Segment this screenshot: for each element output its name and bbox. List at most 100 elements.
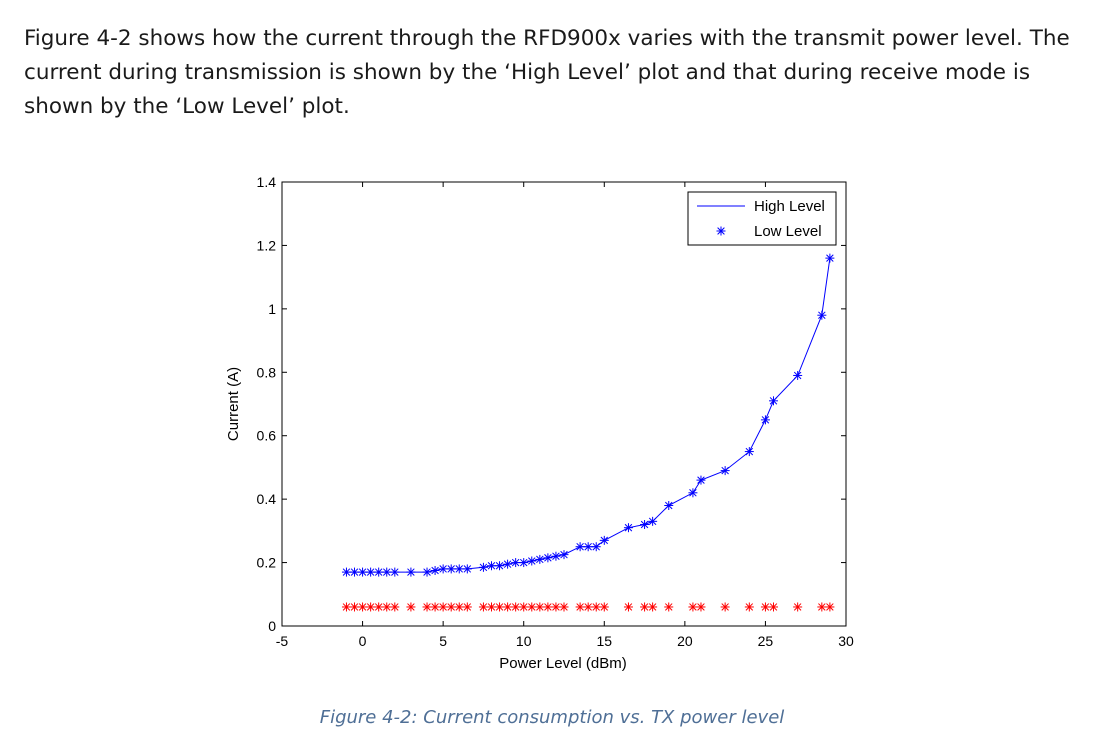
- high-level-point: [744, 447, 754, 457]
- low-level-point: [559, 602, 569, 612]
- low-level-point: [430, 602, 440, 612]
- x-tick-label: 15: [596, 633, 612, 649]
- high-level-point: [430, 566, 440, 575]
- high-level-point: [720, 466, 730, 476]
- low-level-point: [390, 602, 400, 612]
- low-level-point: [551, 602, 561, 612]
- high-level-point: [640, 520, 650, 530]
- low-level-point: [744, 602, 754, 612]
- low-level-point: [720, 602, 730, 612]
- low-level-point: [350, 602, 360, 612]
- low-level-point: [454, 602, 464, 612]
- high-level-point: [664, 500, 674, 510]
- low-level-point: [688, 602, 698, 612]
- high-level-point: [462, 564, 472, 574]
- low-level-point: [640, 602, 650, 612]
- high-level-point: [358, 567, 368, 577]
- x-tick-label: -5: [276, 633, 289, 649]
- legend-star-icon: [716, 226, 726, 236]
- high-level-point: [688, 488, 698, 498]
- high-level-point: [454, 564, 464, 574]
- legend-low-label: Low Level: [754, 223, 822, 240]
- high-level-point: [486, 561, 496, 571]
- high-level-point: [527, 556, 537, 566]
- high-level-point: [406, 567, 416, 577]
- figure-caption-wrap: Figure 4-2: Current consumption vs. TX p…: [0, 707, 1118, 728]
- y-tick-label: 1.2: [257, 237, 277, 253]
- low-level-point: [768, 602, 778, 612]
- high-level-point: [535, 554, 545, 564]
- x-tick-label: 10: [516, 633, 532, 649]
- high-level-point: [696, 475, 706, 485]
- low-level-point: [817, 602, 827, 612]
- legend-box: [687, 191, 837, 246]
- high-level-point: [599, 535, 609, 545]
- high-level-point: [793, 370, 803, 380]
- low-level-point: [422, 602, 432, 612]
- low-level-point: [446, 602, 456, 612]
- y-tick-label: 1: [268, 301, 276, 317]
- low-level-point: [793, 602, 803, 612]
- y-tick-label: 0.4: [257, 491, 277, 507]
- high-level-point: [503, 559, 513, 569]
- low-level-point: [462, 602, 472, 612]
- x-tick-label: 25: [758, 633, 774, 649]
- legend-high-label: High Level: [754, 198, 825, 215]
- high-level-point: [768, 396, 778, 406]
- low-level-point: [478, 602, 488, 612]
- high-level-point: [760, 415, 770, 425]
- legend: High Level Low Level: [687, 191, 837, 246]
- low-level-point: [623, 602, 633, 612]
- y-tick-label: 0.2: [257, 555, 277, 571]
- high-level-point: [478, 562, 488, 572]
- y-axis-label: Current (A): [225, 367, 242, 441]
- high-level-point: [648, 516, 658, 526]
- plot-area: [281, 181, 847, 627]
- high-level-point: [543, 553, 553, 563]
- high-level-point: [390, 567, 400, 577]
- x-tick-label: 20: [677, 633, 693, 649]
- low-level-point: [486, 602, 496, 612]
- high-level-point: [446, 564, 456, 574]
- high-level-point: [350, 567, 360, 577]
- low-level-point: [599, 602, 609, 612]
- high-level-point: [422, 567, 432, 577]
- low-level-point: [696, 602, 706, 612]
- y-tick-label: 1.4: [257, 174, 277, 190]
- high-level-point: [519, 558, 529, 568]
- high-level-point: [511, 558, 521, 568]
- low-level-point: [575, 602, 585, 612]
- y-tick-label: 0: [268, 618, 276, 634]
- low-level-point: [664, 602, 674, 612]
- low-level-point: [341, 602, 351, 612]
- low-level-point: [438, 602, 448, 612]
- high-level-point: [559, 550, 569, 560]
- low-level-point: [760, 602, 770, 612]
- low-level-point: [535, 602, 545, 612]
- low-level-point: [358, 602, 368, 612]
- x-tick-label: 5: [439, 633, 447, 649]
- x-axis-label: Power Level (dBm): [499, 655, 627, 672]
- high-level-point: [817, 310, 827, 320]
- high-level-point: [825, 253, 835, 263]
- intro-paragraph: Figure 4-2 shows how the current through…: [24, 26, 1070, 119]
- high-level-point: [382, 567, 392, 577]
- high-level-point: [374, 567, 384, 577]
- low-level-point: [382, 602, 392, 612]
- high-level-point: [495, 561, 505, 571]
- high-level-point: [583, 542, 593, 552]
- low-level-point: [591, 602, 601, 612]
- low-level-point: [406, 602, 416, 612]
- high-level-point: [591, 542, 601, 552]
- high-level-point: [551, 551, 561, 561]
- low-level-point: [543, 602, 553, 612]
- high-level-point: [341, 567, 351, 577]
- low-level-point: [366, 602, 376, 612]
- high-level-point: [623, 523, 633, 533]
- low-level-point: [374, 602, 384, 612]
- low-level-point: [511, 602, 521, 612]
- y-tick-label: 0.6: [257, 428, 277, 444]
- low-level-point: [519, 602, 529, 612]
- x-tick-label: 30: [838, 633, 854, 649]
